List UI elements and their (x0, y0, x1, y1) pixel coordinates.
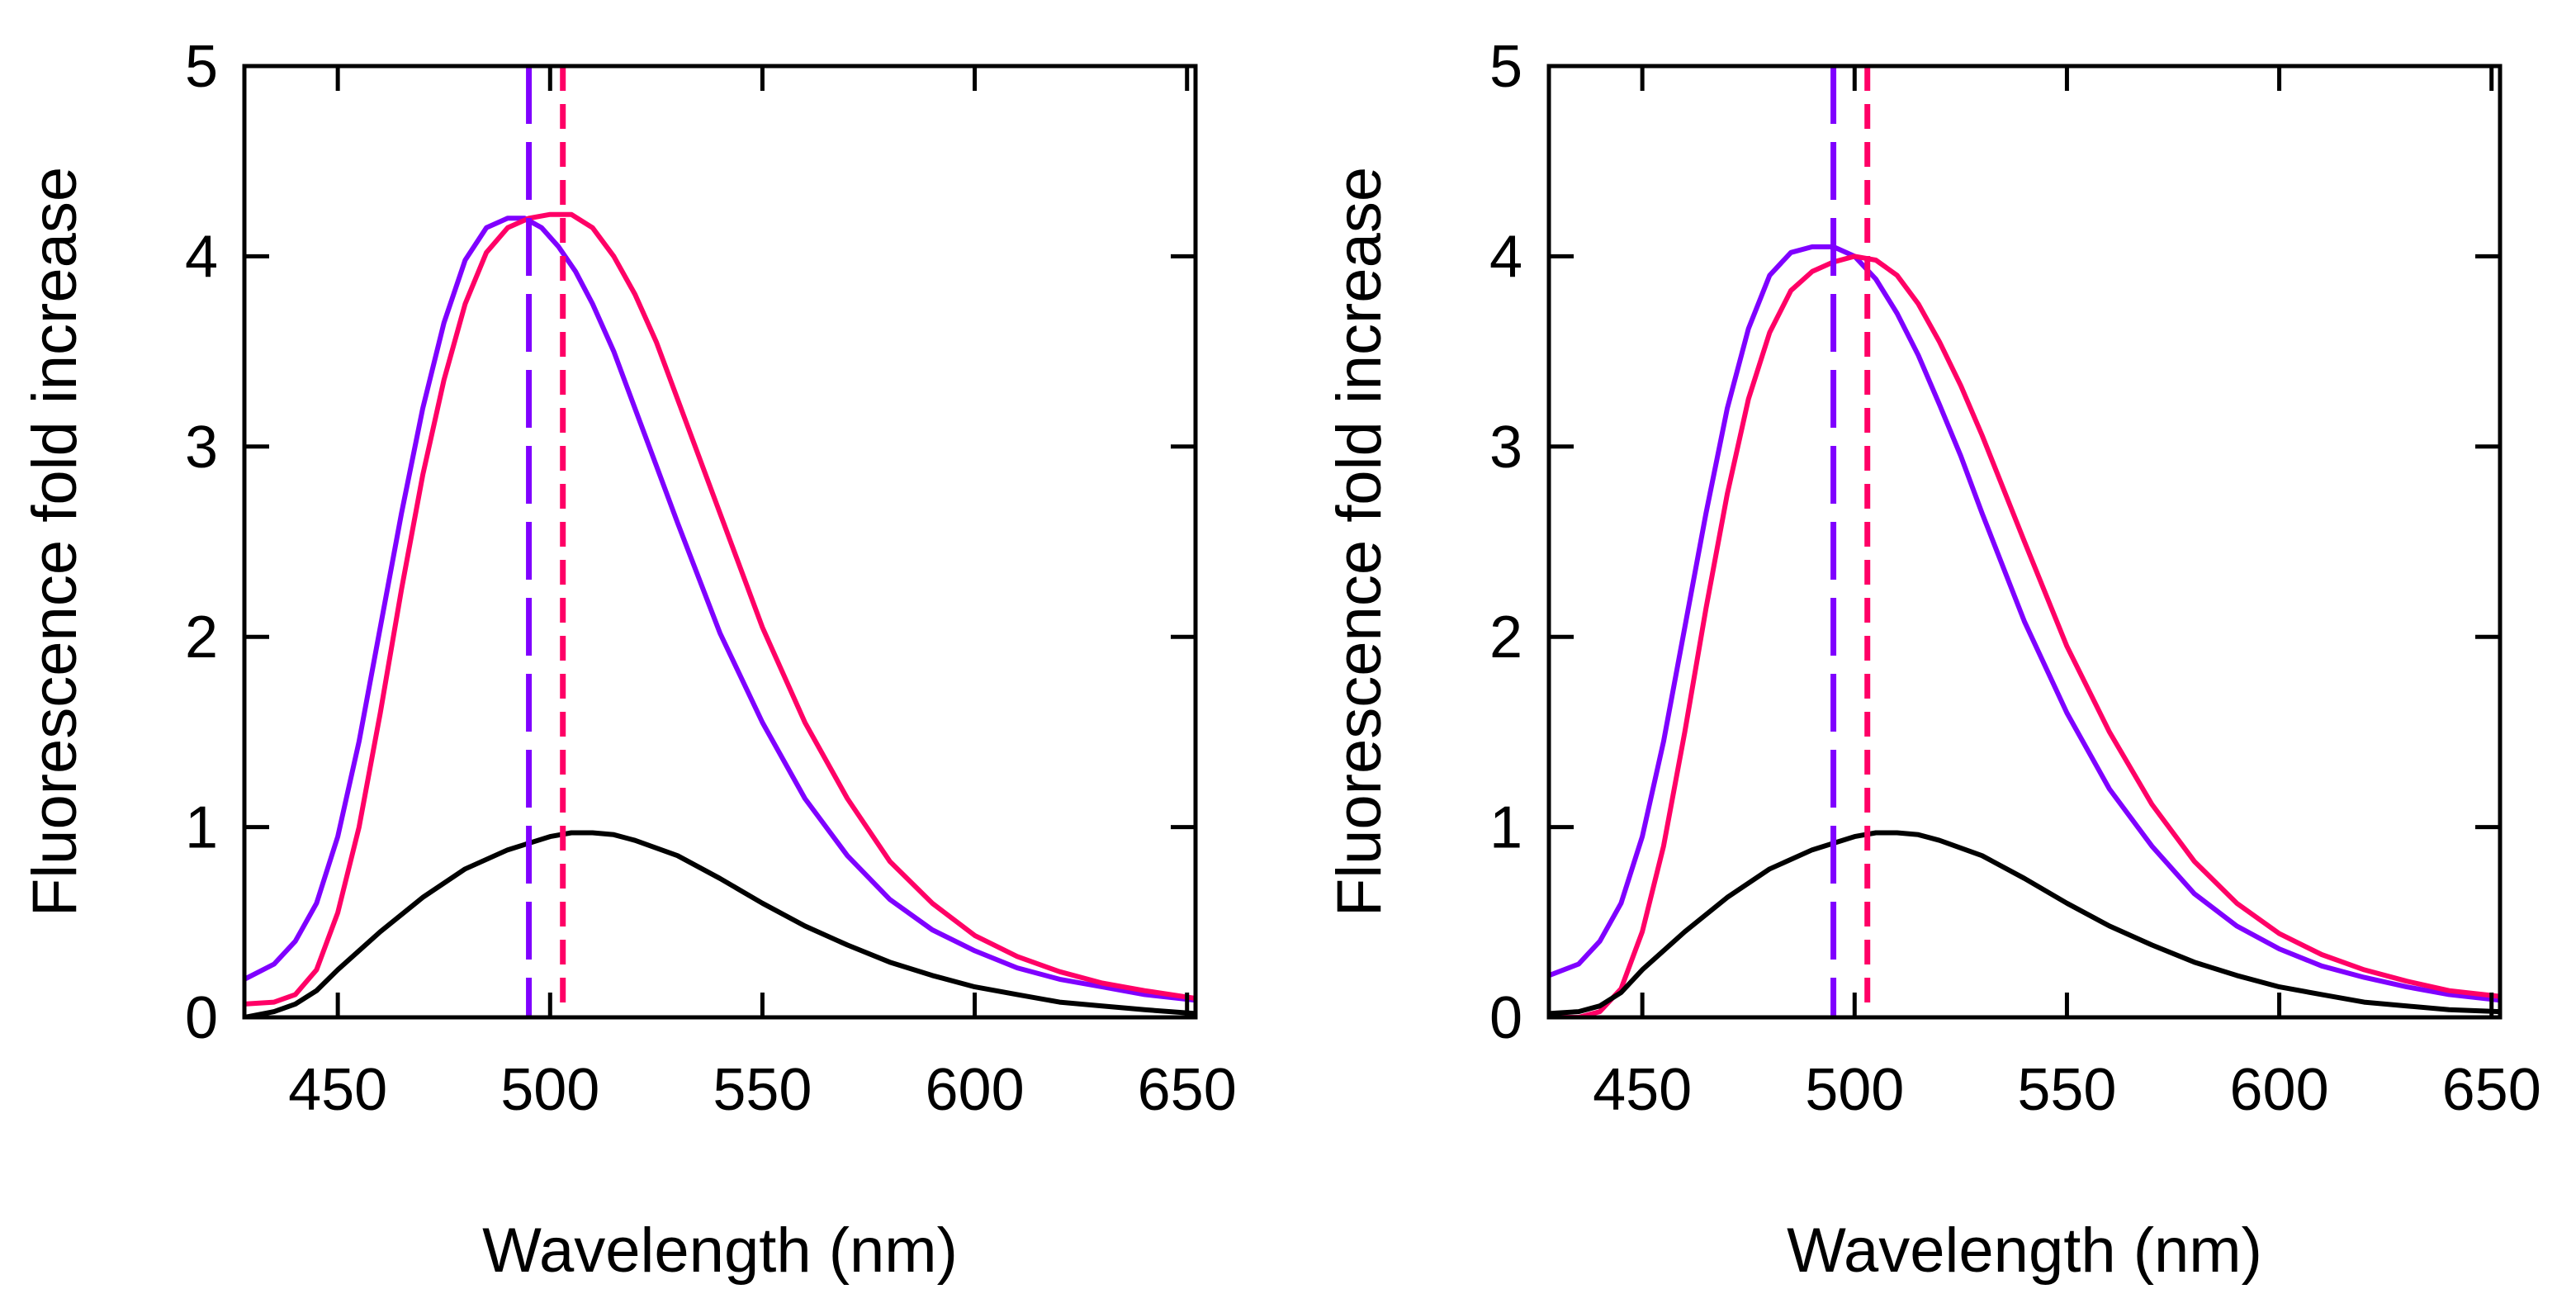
series-line-pink (244, 211, 1196, 1007)
plot-area-left: 450 500 550 600 650 0 1 2 3 4 5 (185, 34, 1237, 1123)
series-line-pink (1549, 254, 2500, 1017)
x-tick-label: 650 (2442, 1057, 2541, 1123)
x-tick-label: 550 (2017, 1057, 2116, 1123)
y-tick-label: 3 (1489, 415, 1522, 481)
x-axis-label: Wavelength (nm) (1787, 1216, 2262, 1286)
y-tick-label: 0 (1489, 985, 1522, 1051)
chart-left: 450 500 550 600 650 0 1 2 3 4 5 Wavelength (nm) Fl… (20, 34, 1237, 1286)
y-tick-label: 3 (185, 415, 218, 481)
x-tick-label: 600 (2230, 1057, 2329, 1123)
series-line-purple (1549, 244, 2500, 1003)
y-tick-label: 5 (185, 34, 218, 100)
plot-frame (1546, 64, 2503, 1020)
x-axis-label: Wavelength (nm) (482, 1216, 958, 1286)
x-tick-label: 500 (1805, 1057, 1904, 1123)
y-tick-label: 5 (1489, 34, 1522, 100)
y-tick-label: 1 (1489, 795, 1522, 861)
chart-right: 450 500 550 600 650 0 1 2 3 4 5 Wavelength (nm) Fl… (1324, 34, 2541, 1286)
plot-frame (242, 64, 1198, 1020)
y-axis-label: Fluorescence fold increase (20, 167, 90, 917)
y-tick-label: 4 (1489, 224, 1522, 290)
plot-area-right: 450 500 550 600 650 0 1 2 3 4 5 (1489, 34, 2541, 1123)
x-tick-label: 550 (713, 1057, 812, 1123)
x-tick-label: 500 (500, 1057, 599, 1123)
y-tick-label: 4 (185, 224, 218, 290)
y-tick-label: 2 (1489, 604, 1522, 671)
y-tick-label: 1 (185, 795, 218, 861)
x-tick-label: 450 (288, 1057, 387, 1123)
series-line-black (244, 830, 1196, 1017)
series-line-purple (244, 216, 1196, 1003)
y-axis-label: Fluorescence fold increase (1324, 167, 1395, 917)
y-tick-label: 2 (185, 604, 218, 671)
x-tick-label: 650 (1138, 1057, 1237, 1123)
x-tick-label: 450 (1593, 1057, 1692, 1123)
x-tick-label: 600 (926, 1057, 1025, 1123)
series-group (1549, 244, 2500, 1017)
series-line-black (1549, 830, 2500, 1017)
y-tick-label: 0 (185, 985, 218, 1051)
series-group (244, 211, 1196, 1017)
